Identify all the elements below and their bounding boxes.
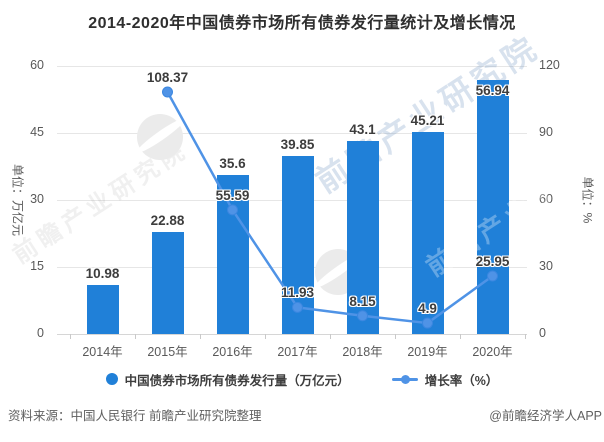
line-point [227, 204, 238, 216]
left-axis-title: 单位：万亿元 [10, 163, 25, 237]
bar-value-label: 22.88 [150, 212, 185, 228]
line-point [422, 317, 433, 329]
credit-text: @前瞻经济学人APP [489, 409, 602, 423]
x-axis-label: 2014年 [82, 345, 123, 359]
x-axis-label: 2017年 [277, 345, 318, 359]
bar-value-label: 43.1 [349, 122, 376, 138]
left-axis-tick-label: 30 [30, 192, 44, 206]
line-point-label: 8.15 [349, 293, 376, 309]
right-axis-title: 单位：% [580, 176, 595, 224]
bar-2020年 [476, 79, 509, 334]
grid-line [57, 66, 527, 67]
x-axis-label: 2019年 [407, 345, 448, 359]
bar-series-marker-icon [105, 373, 118, 385]
line-point-label: 11.93 [280, 285, 315, 301]
line-series-marker-icon [391, 374, 418, 384]
legend: 中国债券市场所有债券发行量（万亿元） 增长率（%） [0, 369, 604, 389]
legend-item-bar-series: 中国债券市场所有债券发行量（万亿元） [105, 370, 350, 389]
bar-2014年 [86, 284, 119, 334]
grid-line [57, 133, 527, 134]
line-point [357, 310, 368, 322]
line-point [292, 301, 303, 313]
x-axis-tick [135, 334, 136, 339]
bar-value-label: 45.21 [410, 113, 445, 129]
right-axis-tick-label: 120 [539, 58, 560, 72]
bar-2018年 [346, 141, 379, 334]
bar-value-label: 10.98 [85, 265, 120, 281]
legend-item-line-series: 增长率（%） [391, 370, 499, 389]
right-axis-ticks: 0 30 60 90 120 [533, 58, 579, 340]
bar-value-label: 39.85 [280, 137, 315, 152]
x-axis-tick [330, 334, 331, 339]
footer: 资料来源：中国人民银行 前瞻产业研究院整理 @前瞻经济学人APP [0, 405, 604, 425]
left-axis-tick-label: 15 [30, 259, 44, 273]
right-axis-tick-label: 60 [539, 192, 553, 206]
left-axis-tick-label: 45 [30, 125, 44, 139]
x-axis-tick [395, 334, 396, 339]
left-axis-ticks: 0 15 30 45 60 [0, 58, 50, 340]
x-axis-tick [265, 334, 266, 339]
line-point [487, 270, 498, 282]
legend-label: 增长率（%） [424, 373, 499, 388]
x-axis-tick [525, 334, 526, 339]
legend-label: 中国债券市场所有债券发行量（万亿元） [124, 373, 350, 388]
x-axis-label: 2018年 [342, 345, 383, 359]
line-point-label: 4.9 [418, 301, 437, 317]
bar-2015年 [151, 231, 184, 334]
line-point [162, 86, 173, 98]
data-source-text: 资料来源：中国人民银行 前瞻产业研究院整理 [8, 409, 262, 423]
left-axis-tick-label: 0 [37, 326, 44, 340]
x-axis-tick [460, 334, 461, 339]
line-point-label: 25.95 [475, 254, 510, 270]
x-axis-label: 2016年 [212, 345, 253, 359]
right-axis-tick-label: 0 [539, 326, 546, 340]
x-axis-tick [70, 334, 71, 339]
growth-rate-line [162, 86, 498, 329]
plot-area: 前瞻产业研究院 10.98 22.88 35.6 39.85 43.1 45.21 56.9… [57, 66, 604, 339]
x-axis-tick [200, 334, 201, 339]
right-axis-tick-label: 90 [539, 125, 553, 139]
left-axis-tick-label: 60 [30, 58, 44, 72]
bar-value-label: 56.94 [475, 82, 510, 98]
line-point-label: 108.37 [146, 69, 189, 85]
right-axis-tick-label: 30 [539, 259, 553, 273]
chart-title: 2014-2020年中国债券市场所有债券发行量统计及增长情况 [88, 15, 516, 32]
bar-2016年 [216, 174, 249, 334]
x-axis-label: 2015年 [147, 345, 188, 359]
x-axis-label: 2020年 [472, 345, 513, 359]
line-point-label: 55.59 [215, 187, 250, 203]
bar-value-label: 35.6 [219, 155, 246, 171]
bar-2019年 [411, 132, 444, 334]
x-axis-labels: 2014年 2015年 2016年 2017年 2018年 2019年 2020年 [57, 341, 527, 359]
